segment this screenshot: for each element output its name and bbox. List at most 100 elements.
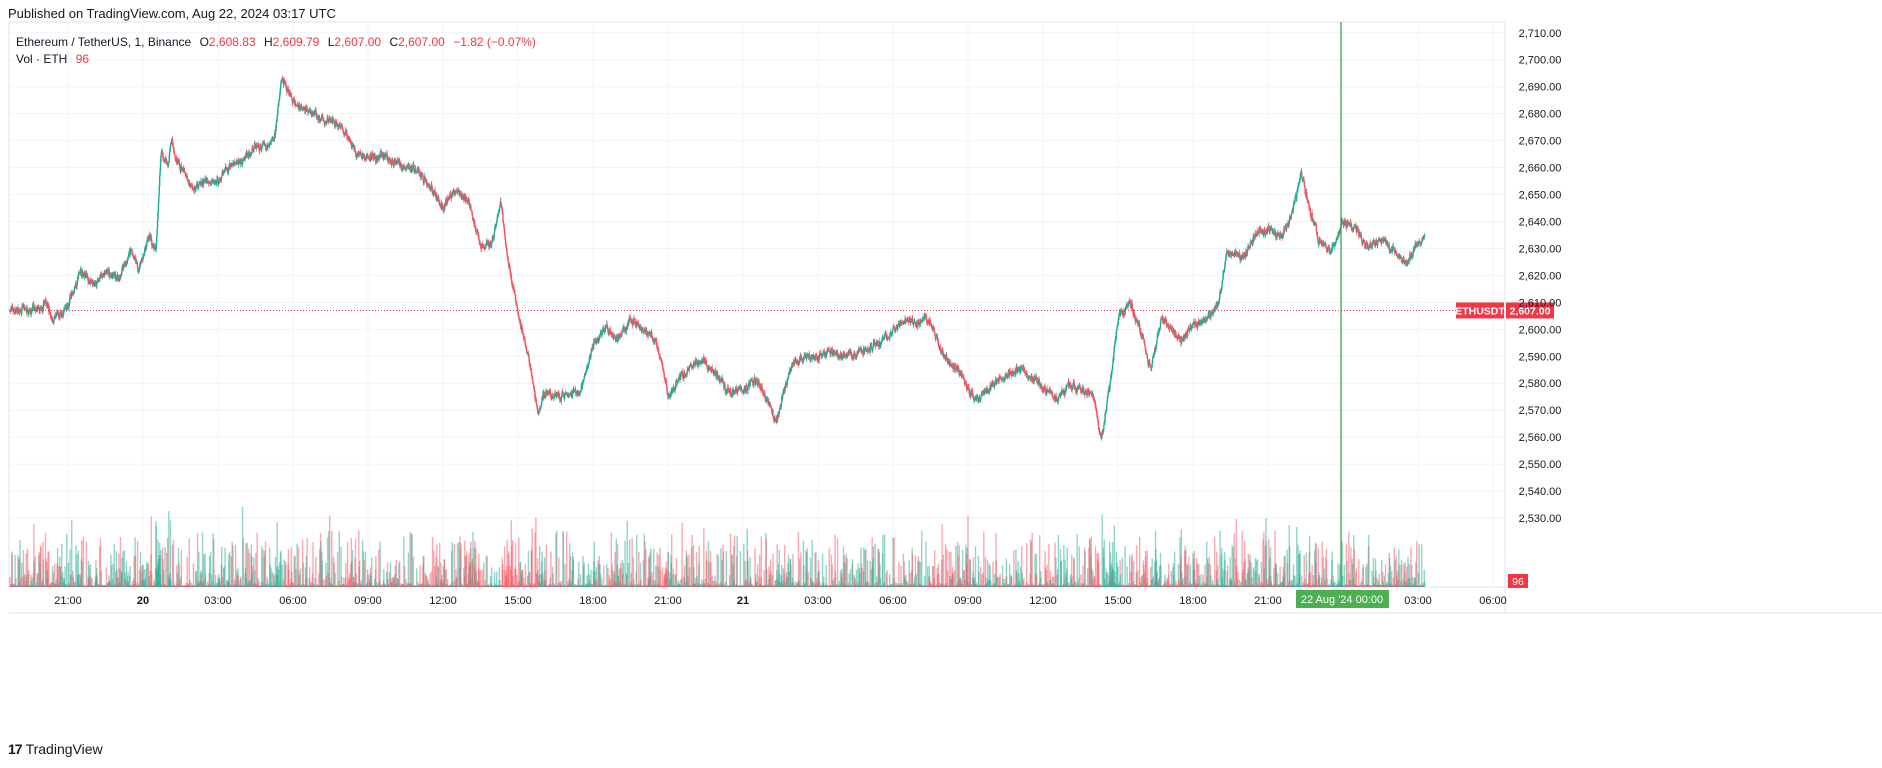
candle-body (72, 292, 75, 295)
volume-bar (608, 581, 611, 587)
volume-bar (349, 578, 351, 587)
volume-bar (1053, 577, 1055, 587)
candle-body (315, 114, 318, 118)
volume-bar (1137, 570, 1139, 587)
candle-body (208, 183, 210, 185)
candle-body (238, 162, 240, 165)
volume-bar (95, 559, 97, 587)
volume-bar (851, 559, 854, 587)
candle-body (331, 120, 333, 122)
volume-bar (486, 556, 488, 587)
candle-body (323, 121, 325, 123)
volume-bar (939, 582, 941, 587)
candle-body (294, 103, 297, 106)
candle-body (120, 273, 123, 276)
volume-bar (1400, 564, 1402, 587)
candle-body (149, 234, 151, 238)
volume-bar (595, 566, 598, 587)
volume-bar (1268, 557, 1271, 587)
volume-bar (1318, 575, 1321, 587)
candle-body (33, 308, 35, 310)
volume-bar (1389, 566, 1392, 587)
volume-bar (355, 573, 358, 587)
volume-bar (195, 570, 198, 587)
volume-bar (1246, 572, 1248, 587)
volume-bar (1270, 581, 1273, 587)
volume-bar (318, 548, 321, 587)
volume-bar (386, 571, 388, 587)
volume-bar (1196, 563, 1199, 587)
volume-bar (361, 540, 364, 587)
volume-bar (977, 555, 980, 587)
volume-bar (704, 578, 707, 587)
candle-body (196, 184, 199, 186)
candle-body (297, 104, 300, 108)
volume-bar (817, 560, 820, 587)
candle-body (65, 305, 67, 308)
volume-bar (513, 568, 516, 587)
volume-bar (1249, 554, 1251, 587)
volume-bar (987, 579, 990, 587)
volume-bar (1345, 543, 1348, 587)
volume-bar (328, 515, 331, 587)
volume-bar (456, 578, 458, 587)
volume-bar (489, 575, 492, 587)
volume-bar (346, 583, 348, 587)
volume-bar (1139, 577, 1141, 587)
volume-bar (758, 576, 760, 587)
candle-body (275, 121, 278, 128)
volume-bar (1196, 557, 1198, 587)
volume-bar (427, 578, 429, 587)
candle-body (44, 299, 46, 304)
volume-bar (672, 568, 675, 587)
volume-bar (1056, 569, 1059, 587)
volume-bar (855, 569, 858, 587)
volume-bar (201, 572, 203, 587)
candle-body (63, 310, 65, 314)
volume-bar (1240, 582, 1242, 587)
volume-bar (31, 577, 33, 587)
candle-body (140, 261, 142, 263)
volume-bar (870, 568, 873, 587)
volume-bar (616, 544, 619, 587)
candle-body (245, 155, 247, 157)
volume-bar (368, 573, 371, 587)
volume-bar (212, 533, 214, 587)
volume-bar (19, 540, 21, 587)
volume-bar (373, 578, 376, 587)
volume-bar (1232, 547, 1235, 587)
candle-body (186, 179, 189, 181)
candle-body (59, 312, 61, 316)
volume-bar (228, 551, 231, 587)
candle-body (9, 310, 11, 312)
candle-body (109, 274, 112, 277)
volume-bar (1303, 555, 1305, 587)
candle-body (303, 107, 306, 111)
volume-bar (77, 550, 80, 587)
volume-bar (202, 582, 204, 587)
volume-bar (733, 535, 736, 587)
volume-bar (1298, 553, 1300, 587)
volume-bar (684, 581, 686, 587)
volume-bar (1381, 571, 1384, 587)
volume-bar (416, 568, 418, 587)
volume-bar (1289, 579, 1291, 587)
volume-bar (739, 551, 742, 587)
volume-bar (1103, 539, 1105, 587)
volume-bar (326, 537, 329, 587)
candle-body (153, 246, 155, 248)
volume-bar (953, 570, 956, 587)
volume-bar (386, 562, 389, 587)
volume-bar (444, 570, 446, 587)
candle-body (253, 148, 255, 152)
volume-bar (677, 579, 679, 587)
candle-body (144, 248, 146, 250)
candle-body (82, 272, 85, 274)
candle-body (276, 113, 279, 116)
volume-bar (1343, 564, 1345, 587)
volume-bar (1138, 536, 1141, 587)
volume-bar (320, 541, 322, 587)
volume-bar (896, 582, 898, 587)
candle-body (11, 305, 13, 307)
